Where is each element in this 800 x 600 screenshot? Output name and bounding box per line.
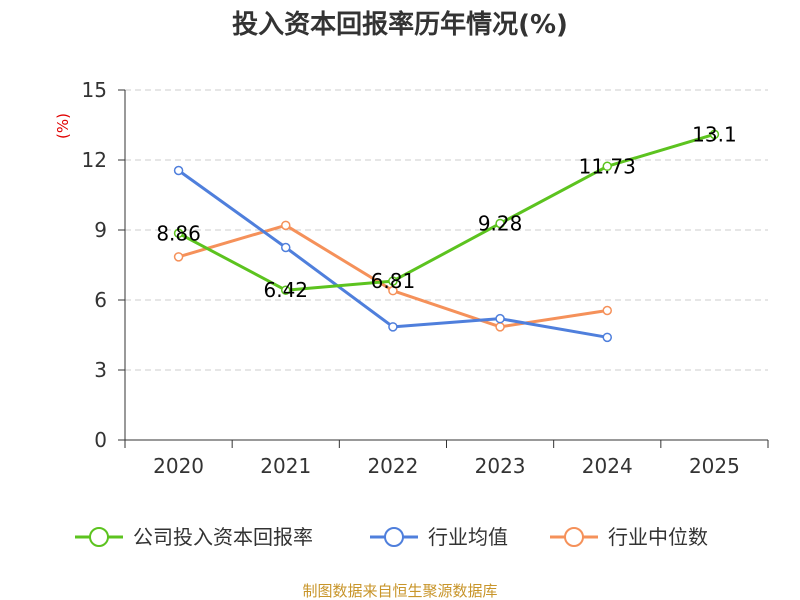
- series-2: [173, 220, 612, 332]
- data-label-2023: 9.28: [478, 211, 523, 235]
- series-0: [173, 129, 720, 295]
- x-tick-label-2025: 2025: [689, 454, 740, 478]
- y-tick-label-3: 3: [94, 358, 107, 382]
- legend-item-2: 行业中位数: [550, 525, 708, 549]
- legend-item-1: 行业均值: [370, 525, 508, 549]
- x-tick-label-2023: 2023: [475, 454, 526, 478]
- series-1-point-2020: [173, 165, 184, 176]
- series-group: [173, 129, 720, 343]
- y-tick-label-12: 12: [82, 148, 107, 172]
- y-tick-label-15: 15: [82, 78, 107, 102]
- series-line-1: [177, 169, 608, 339]
- series-line-0: [177, 132, 715, 292]
- series-0-point-2020: [173, 228, 184, 239]
- legend-label-0: 公司投入资本回报率: [133, 525, 313, 549]
- gridlines: [125, 89, 768, 371]
- y-tick-label-6: 6: [94, 288, 107, 312]
- series-2-point-2022: [388, 285, 398, 296]
- series-0-point-2023: [495, 218, 505, 229]
- legend-item-0: 公司投入资本回报率: [75, 525, 313, 549]
- series-2-point-2024: [602, 305, 612, 316]
- axes: 0 3 6 9 12 15 2020 2021 2022 2023 2024 2025: [82, 78, 769, 478]
- data-label-2022: 6.81: [371, 269, 416, 293]
- x-tick-label-2020: 2020: [153, 454, 204, 478]
- y-tick-label-0: 0: [94, 428, 107, 452]
- series-1-point-2022: [388, 322, 398, 332]
- series-0-point-2025: [709, 129, 720, 140]
- series-0-point-2022: [388, 276, 398, 286]
- series-1-point-2024: [602, 332, 612, 343]
- series-1-point-2021: [281, 242, 291, 253]
- legend-swatch-marker-2: [564, 527, 584, 547]
- series-1-point-2023: [495, 313, 505, 324]
- chart-title: 投入资本回报率历年情况(%): [232, 9, 568, 40]
- legend: 公司投入资本回报率 行业均值 行业中位数: [75, 525, 708, 549]
- data-labels: 8.86 6.42 6.81 9.28 11.73 13.1: [156, 122, 736, 302]
- data-label-2024: 11.73: [579, 154, 636, 178]
- x-tick-label-2024: 2024: [582, 454, 633, 478]
- legend-swatch-marker-1: [384, 527, 404, 547]
- legend-swatch-marker-0: [89, 527, 109, 547]
- series-1: [173, 165, 612, 343]
- y-tick-label-9: 9: [94, 218, 107, 242]
- x-tick-label-2022: 2022: [367, 454, 418, 478]
- y-axis-unit: (%): [54, 113, 72, 139]
- series-2-point-2023: [495, 322, 505, 332]
- series-2-point-2020: [173, 252, 184, 262]
- x-tick-label-2021: 2021: [260, 454, 311, 478]
- data-label-2020: 8.86: [156, 221, 201, 245]
- legend-label-1: 行业均值: [428, 525, 508, 549]
- data-label-2021: 6.42: [263, 278, 308, 302]
- series-2-point-2021: [281, 220, 291, 231]
- series-0-point-2024: [602, 161, 612, 172]
- legend-label-2: 行业中位数: [608, 525, 708, 549]
- source-note: 制图数据来自恒生聚源数据库: [302, 582, 497, 600]
- data-label-2025: 13.1: [692, 122, 737, 146]
- series-0-point-2021: [281, 285, 291, 295]
